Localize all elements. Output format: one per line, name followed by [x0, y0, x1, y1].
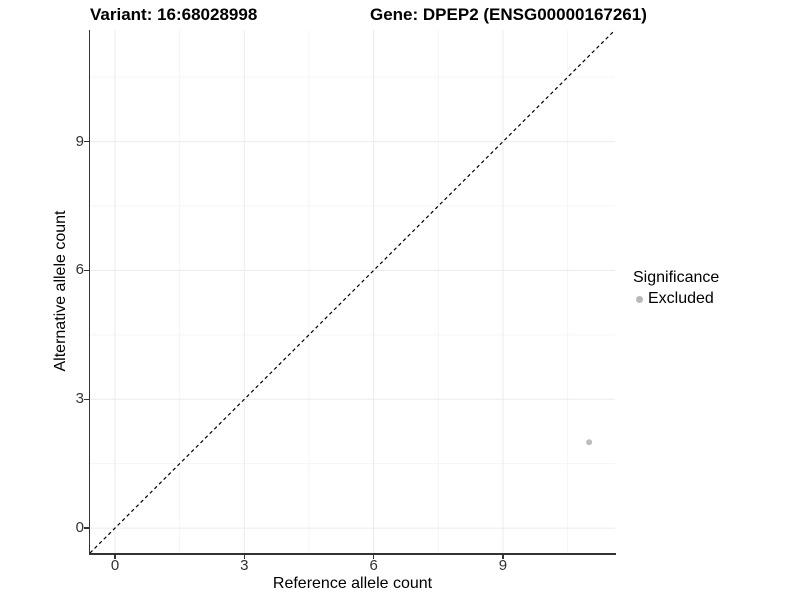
y-tick-label: 9: [75, 132, 84, 150]
data-point-excluded: [586, 439, 593, 446]
y-tick-mark: [84, 140, 89, 143]
legend-item-excluded: Excluded: [633, 290, 719, 308]
legend-item-label: Excluded: [648, 290, 714, 307]
plot-panel: [90, 30, 615, 553]
excluded-point-icon: [636, 295, 643, 303]
x-tick-label: 0: [110, 557, 120, 574]
x-tick-label: 3: [240, 557, 249, 574]
y-axis-title: Alternative allele count: [52, 210, 69, 372]
identity-line: [90, 30, 615, 553]
plot-canvas: [90, 30, 615, 553]
x-tick-label: 9: [498, 557, 508, 574]
x-axis-line: [88, 553, 616, 555]
x-tick-mark: [243, 554, 246, 559]
y-tick-mark: [84, 269, 89, 272]
x-tick-mark: [114, 554, 116, 559]
y-tick-label: 6: [75, 261, 84, 279]
x-axis-title: Reference allele count: [272, 575, 433, 592]
y-tick-mark: [84, 527, 89, 529]
x-tick-mark: [502, 554, 504, 559]
y-tick-label: 0: [75, 519, 84, 537]
x-tick-mark: [372, 554, 375, 559]
y-tick-label: 3: [75, 390, 84, 408]
x-tick-label: 6: [369, 557, 378, 574]
plot-title-variant: Variant: 16:68028998: [90, 5, 258, 24]
legend: Significance Excluded: [633, 269, 719, 308]
y-tick-mark: [84, 398, 89, 401]
plot-title-gene: Gene: DPEP2 (ENSG00000167261): [370, 5, 647, 24]
y-axis-line: [88, 30, 90, 555]
legend-title: Significance: [633, 269, 720, 286]
